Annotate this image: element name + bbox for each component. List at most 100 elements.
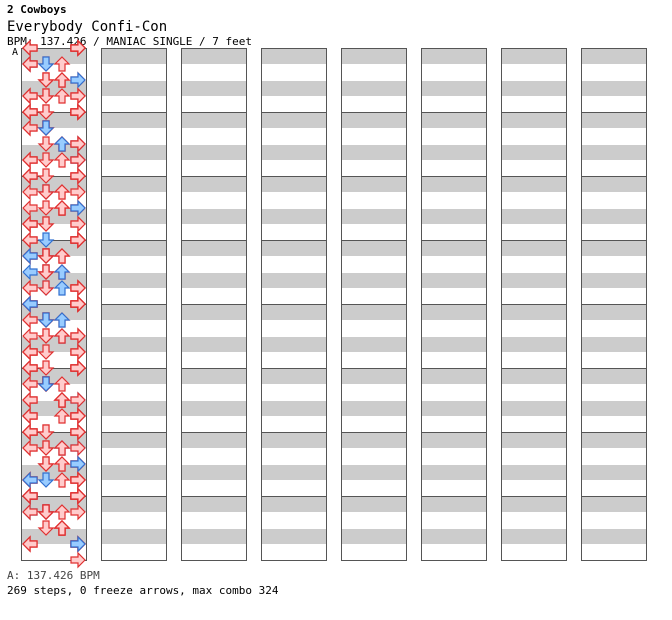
measure-stripe: [581, 337, 647, 352]
left-arrow-icon: [22, 503, 38, 521]
measure-stripe: [341, 177, 407, 192]
right-arrow-icon: [70, 135, 86, 153]
left-arrow-icon: [22, 247, 38, 265]
measure-stripe: [101, 241, 167, 256]
bpm-summary: A: 137.426 BPM: [7, 569, 100, 582]
measure-stripe: [261, 177, 327, 192]
measure-stripe: [501, 81, 567, 96]
measure-stripe: [181, 113, 247, 128]
measure-stripe: [261, 273, 327, 288]
left-arrow-icon: [22, 119, 38, 137]
measure-stripe: [501, 273, 567, 288]
left-arrow-icon: [22, 39, 38, 57]
measure-stripe: [581, 81, 647, 96]
measure-stripe: [181, 145, 247, 160]
up-arrow-icon: [53, 184, 71, 200]
up-arrow-icon: [53, 504, 71, 520]
measure-stripe: [501, 529, 567, 544]
left-arrow-icon: [22, 423, 38, 441]
right-arrow-icon: [70, 407, 86, 425]
right-arrow-icon: [70, 39, 86, 57]
measure-stripe: [341, 145, 407, 160]
down-arrow-icon: [37, 376, 55, 392]
measure-stripe: [101, 177, 167, 192]
measure-stripe: [501, 113, 567, 128]
measure-stripe: [21, 145, 87, 160]
up-arrow-icon: [53, 392, 71, 408]
down-arrow-icon: [37, 184, 55, 200]
measure-stripe: [581, 305, 647, 320]
measure-stripe: [501, 337, 567, 352]
left-arrow-icon: [22, 471, 38, 489]
measure-stripe: [341, 81, 407, 96]
measure-stripe: [421, 337, 487, 352]
measure-stripe: [181, 337, 247, 352]
measure-stripe: [261, 401, 327, 416]
measure-stripe: [501, 209, 567, 224]
measure-stripe: [581, 401, 647, 416]
down-arrow-icon: [37, 456, 55, 472]
down-arrow-icon: [37, 280, 55, 296]
measure-stripe: [421, 497, 487, 512]
measure-stripe: [581, 49, 647, 64]
right-arrow-icon: [70, 503, 86, 521]
measure-stripe: [181, 49, 247, 64]
down-arrow-icon: [37, 152, 55, 168]
right-arrow-icon: [70, 471, 86, 489]
measure-stripe: [501, 241, 567, 256]
down-arrow-icon: [37, 520, 55, 536]
song-artist: 2 Cowboys: [7, 3, 67, 16]
measure-stripe: [501, 49, 567, 64]
left-arrow-icon: [22, 151, 38, 169]
measure-stripe: [101, 209, 167, 224]
section-tag: A: [12, 47, 19, 58]
measure-stripe: [341, 305, 407, 320]
measure-stripe: [581, 177, 647, 192]
left-arrow-icon: [22, 391, 38, 409]
measure-stripe: [261, 497, 327, 512]
measure-stripe: [181, 209, 247, 224]
left-arrow-icon: [22, 199, 38, 217]
left-arrow-icon: [22, 407, 38, 425]
measure-stripe: [341, 337, 407, 352]
down-arrow-icon: [37, 232, 55, 248]
measure-stripe: [21, 241, 87, 256]
right-arrow-icon: [70, 391, 86, 409]
measure-stripe: [581, 497, 647, 512]
left-arrow-icon: [22, 183, 38, 201]
right-arrow-icon: [70, 551, 86, 569]
up-arrow-icon: [53, 520, 71, 536]
right-arrow-icon: [70, 167, 86, 185]
right-arrow-icon: [70, 87, 86, 105]
measure-stripe: [501, 401, 567, 416]
up-arrow-icon: [53, 376, 71, 392]
measure-stripe: [421, 145, 487, 160]
measure-stripe: [421, 241, 487, 256]
measure-stripe: [181, 369, 247, 384]
measure-stripe: [21, 401, 87, 416]
measure-stripe: [501, 305, 567, 320]
down-arrow-icon: [37, 200, 55, 216]
right-arrow-icon: [70, 215, 86, 233]
right-arrow-icon: [70, 535, 86, 553]
left-arrow-icon: [22, 215, 38, 233]
measure-stripe: [21, 81, 87, 96]
left-arrow-icon: [22, 535, 38, 553]
left-arrow-icon: [22, 103, 38, 121]
measure-stripe: [181, 81, 247, 96]
measure-stripe: [421, 401, 487, 416]
measure-stripe: [181, 305, 247, 320]
measure-stripe: [101, 529, 167, 544]
measure-stripe: [101, 49, 167, 64]
measure-stripe: [101, 337, 167, 352]
measure-stripe: [21, 209, 87, 224]
down-arrow-icon: [37, 104, 55, 120]
up-arrow-icon: [53, 440, 71, 456]
down-arrow-icon: [37, 312, 55, 328]
down-arrow-icon: [37, 88, 55, 104]
up-arrow-icon: [53, 56, 71, 72]
measure-stripe: [21, 337, 87, 352]
right-arrow-icon: [70, 279, 86, 297]
measure-stripe: [501, 465, 567, 480]
left-arrow-icon: [22, 343, 38, 361]
